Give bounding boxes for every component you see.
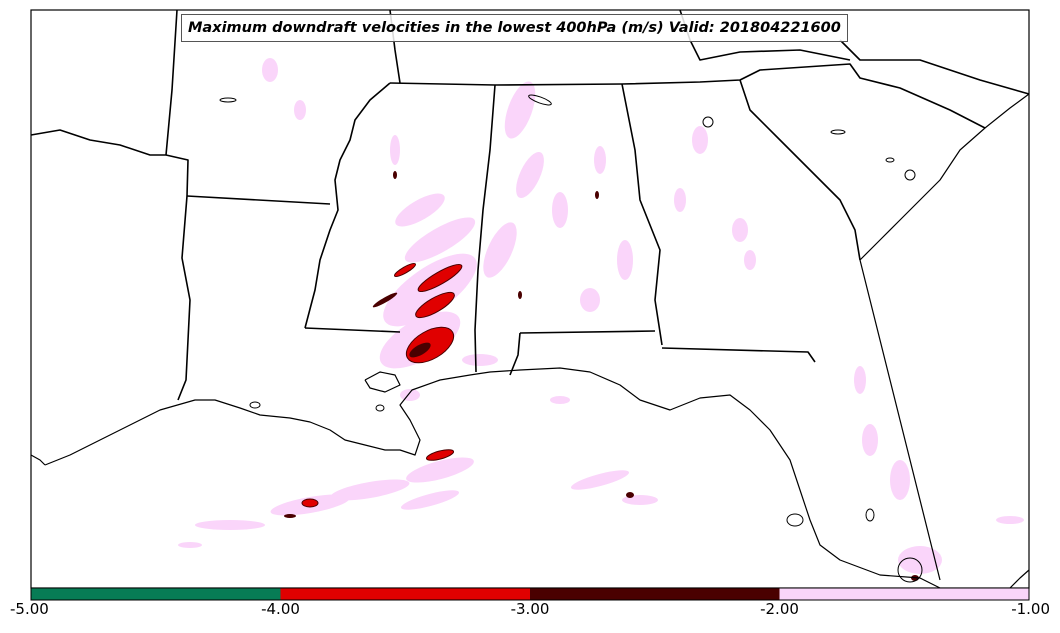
colorbar-bin-0: [31, 588, 281, 600]
colorbar-tick-label: -2.00: [760, 600, 799, 618]
colorbar-bin-3: [779, 588, 1029, 600]
coastlines: [30, 93, 1030, 589]
colorbar: [30, 587, 1030, 601]
colorbar-tick-label: -3.00: [510, 600, 550, 618]
colorbar-tick-label: -5.00: [10, 600, 49, 618]
colorbar-border: [30, 587, 1030, 601]
map-title: Maximum downdraft velocities in the lowe…: [181, 14, 848, 42]
colorbar-bin-2: [530, 588, 780, 600]
colorbar-tick-label: -1.00: [1011, 600, 1050, 618]
inland-lakes: [219, 94, 923, 583]
colorbar-bin-1: [280, 588, 530, 600]
colorbar-tick-label: -4.00: [261, 600, 300, 618]
strong-downdraft-cores: [284, 171, 919, 581]
